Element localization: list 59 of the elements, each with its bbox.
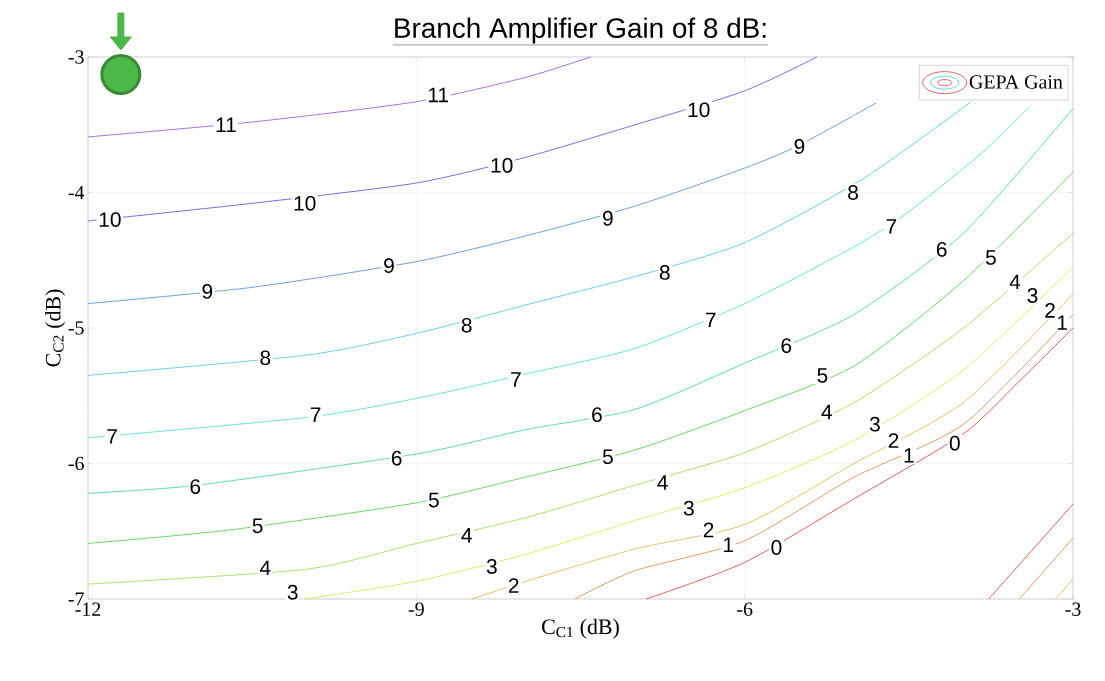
annotation: 6 [190,479,201,494]
annotation: 6 [391,450,402,466]
annotation: 6 [592,407,602,423]
y-tick-label: -4 [68,185,85,200]
annotation: 5 [985,250,996,265]
annotation: 9 [384,258,394,274]
x-tick-label: -6 [737,602,753,616]
annotation: 0 [949,435,960,451]
x-tick-label: -3 [1065,602,1081,616]
annotation: 3 [683,500,694,516]
annotation: 11 [216,117,236,132]
annotation: 6 [936,242,947,257]
annotation: 3 [1027,288,1038,303]
annotation: 4 [657,475,668,490]
chart-title: Branch Amplifier Gain of 8 dB: [395,17,766,44]
y-tick-label: -6 [68,456,84,471]
y-axis-title: C$_{C2}$ (dB) [45,289,66,367]
annotation: 2 [703,522,714,538]
annotation: 3 [869,416,880,432]
x-tick-label: -9 [408,602,424,616]
annotation: 7 [310,407,321,422]
annotation: 5 [817,368,828,383]
annotation: 10 [294,195,316,211]
annotation: 5 [252,518,263,534]
annotation: 7 [706,312,716,328]
legend-title: GEPA Gain [969,75,1063,89]
annotation: 2 [508,578,519,593]
annotation: 3 [287,584,298,600]
annotation: 10 [491,157,513,173]
annotation: 8 [659,265,670,280]
x-axis-title: C$_{C1}$ (dB) [542,618,619,639]
annotation: 4 [461,528,472,543]
annotation: 5 [602,449,613,465]
annotation: 8 [260,350,271,366]
annotation: 8 [461,317,472,333]
annotation: 9 [794,139,805,154]
annotation: 10 [99,212,121,227]
annotation: 1 [1057,315,1067,330]
annotation: 1 [904,448,914,463]
annotation: 2 [888,433,899,448]
annotation: 7 [107,429,117,444]
annotation: 5 [428,492,439,508]
annotation: 10 [688,102,710,118]
annotation: 4 [821,404,832,420]
annotation: 0 [771,540,782,555]
annotation: 6 [781,338,792,354]
y-tick-label: -5 [68,321,84,335]
annotation: 1 [724,537,734,552]
annotation: 11 [428,87,449,103]
annotation: 9 [603,210,613,226]
annotation: 3 [486,559,497,574]
y-tick-label: -3 [68,50,84,64]
annotation: 7 [511,372,521,387]
annotation: 4 [259,560,271,576]
annotation: 9 [202,284,213,299]
annotation: 2 [1045,303,1055,318]
annotation: 4 [1009,274,1021,290]
annotation: 8 [848,185,858,200]
annotation: 7 [886,219,897,234]
